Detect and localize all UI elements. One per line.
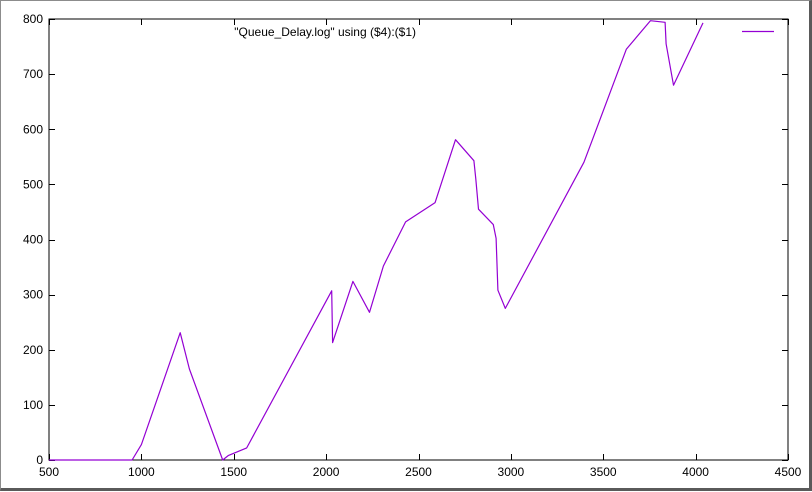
x-tick-label: 2000 bbox=[313, 465, 340, 479]
series-layer bbox=[49, 20, 704, 461]
axes-layer bbox=[48, 18, 789, 461]
legend: "Queue_Delay.log" using ($4):($1) bbox=[234, 25, 774, 39]
y-tick-label: 700 bbox=[23, 67, 43, 81]
x-tick-label: 4000 bbox=[682, 465, 709, 479]
y-tick-label: 600 bbox=[23, 122, 43, 136]
y-tick-label: 100 bbox=[23, 398, 43, 412]
series-line bbox=[49, 20, 704, 461]
x-tick-label: 3500 bbox=[590, 465, 617, 479]
y-tick-label: 400 bbox=[23, 233, 43, 247]
plot-frame bbox=[48, 18, 789, 461]
y-tick-label: 0 bbox=[36, 453, 43, 467]
x-tick-label: 1500 bbox=[220, 465, 247, 479]
y-tick-label: 200 bbox=[23, 343, 43, 357]
y-tick-label: 500 bbox=[23, 177, 43, 191]
x-tick-label: 2500 bbox=[405, 465, 432, 479]
x-tick-label: 500 bbox=[39, 465, 59, 479]
ticks-layer: 500 1000 1500 2000 2500 3000 3500 4000 4500 0 100 2… bbox=[23, 12, 802, 479]
x-tick-label: 4500 bbox=[775, 465, 802, 479]
y-tick-label: 800 bbox=[23, 12, 43, 26]
x-tick-label: 1000 bbox=[128, 465, 155, 479]
legend-entry-label: "Queue_Delay.log" using ($4):($1) bbox=[234, 25, 416, 39]
x-tick-label: 3000 bbox=[498, 465, 525, 479]
y-tick-label: 300 bbox=[23, 288, 43, 302]
